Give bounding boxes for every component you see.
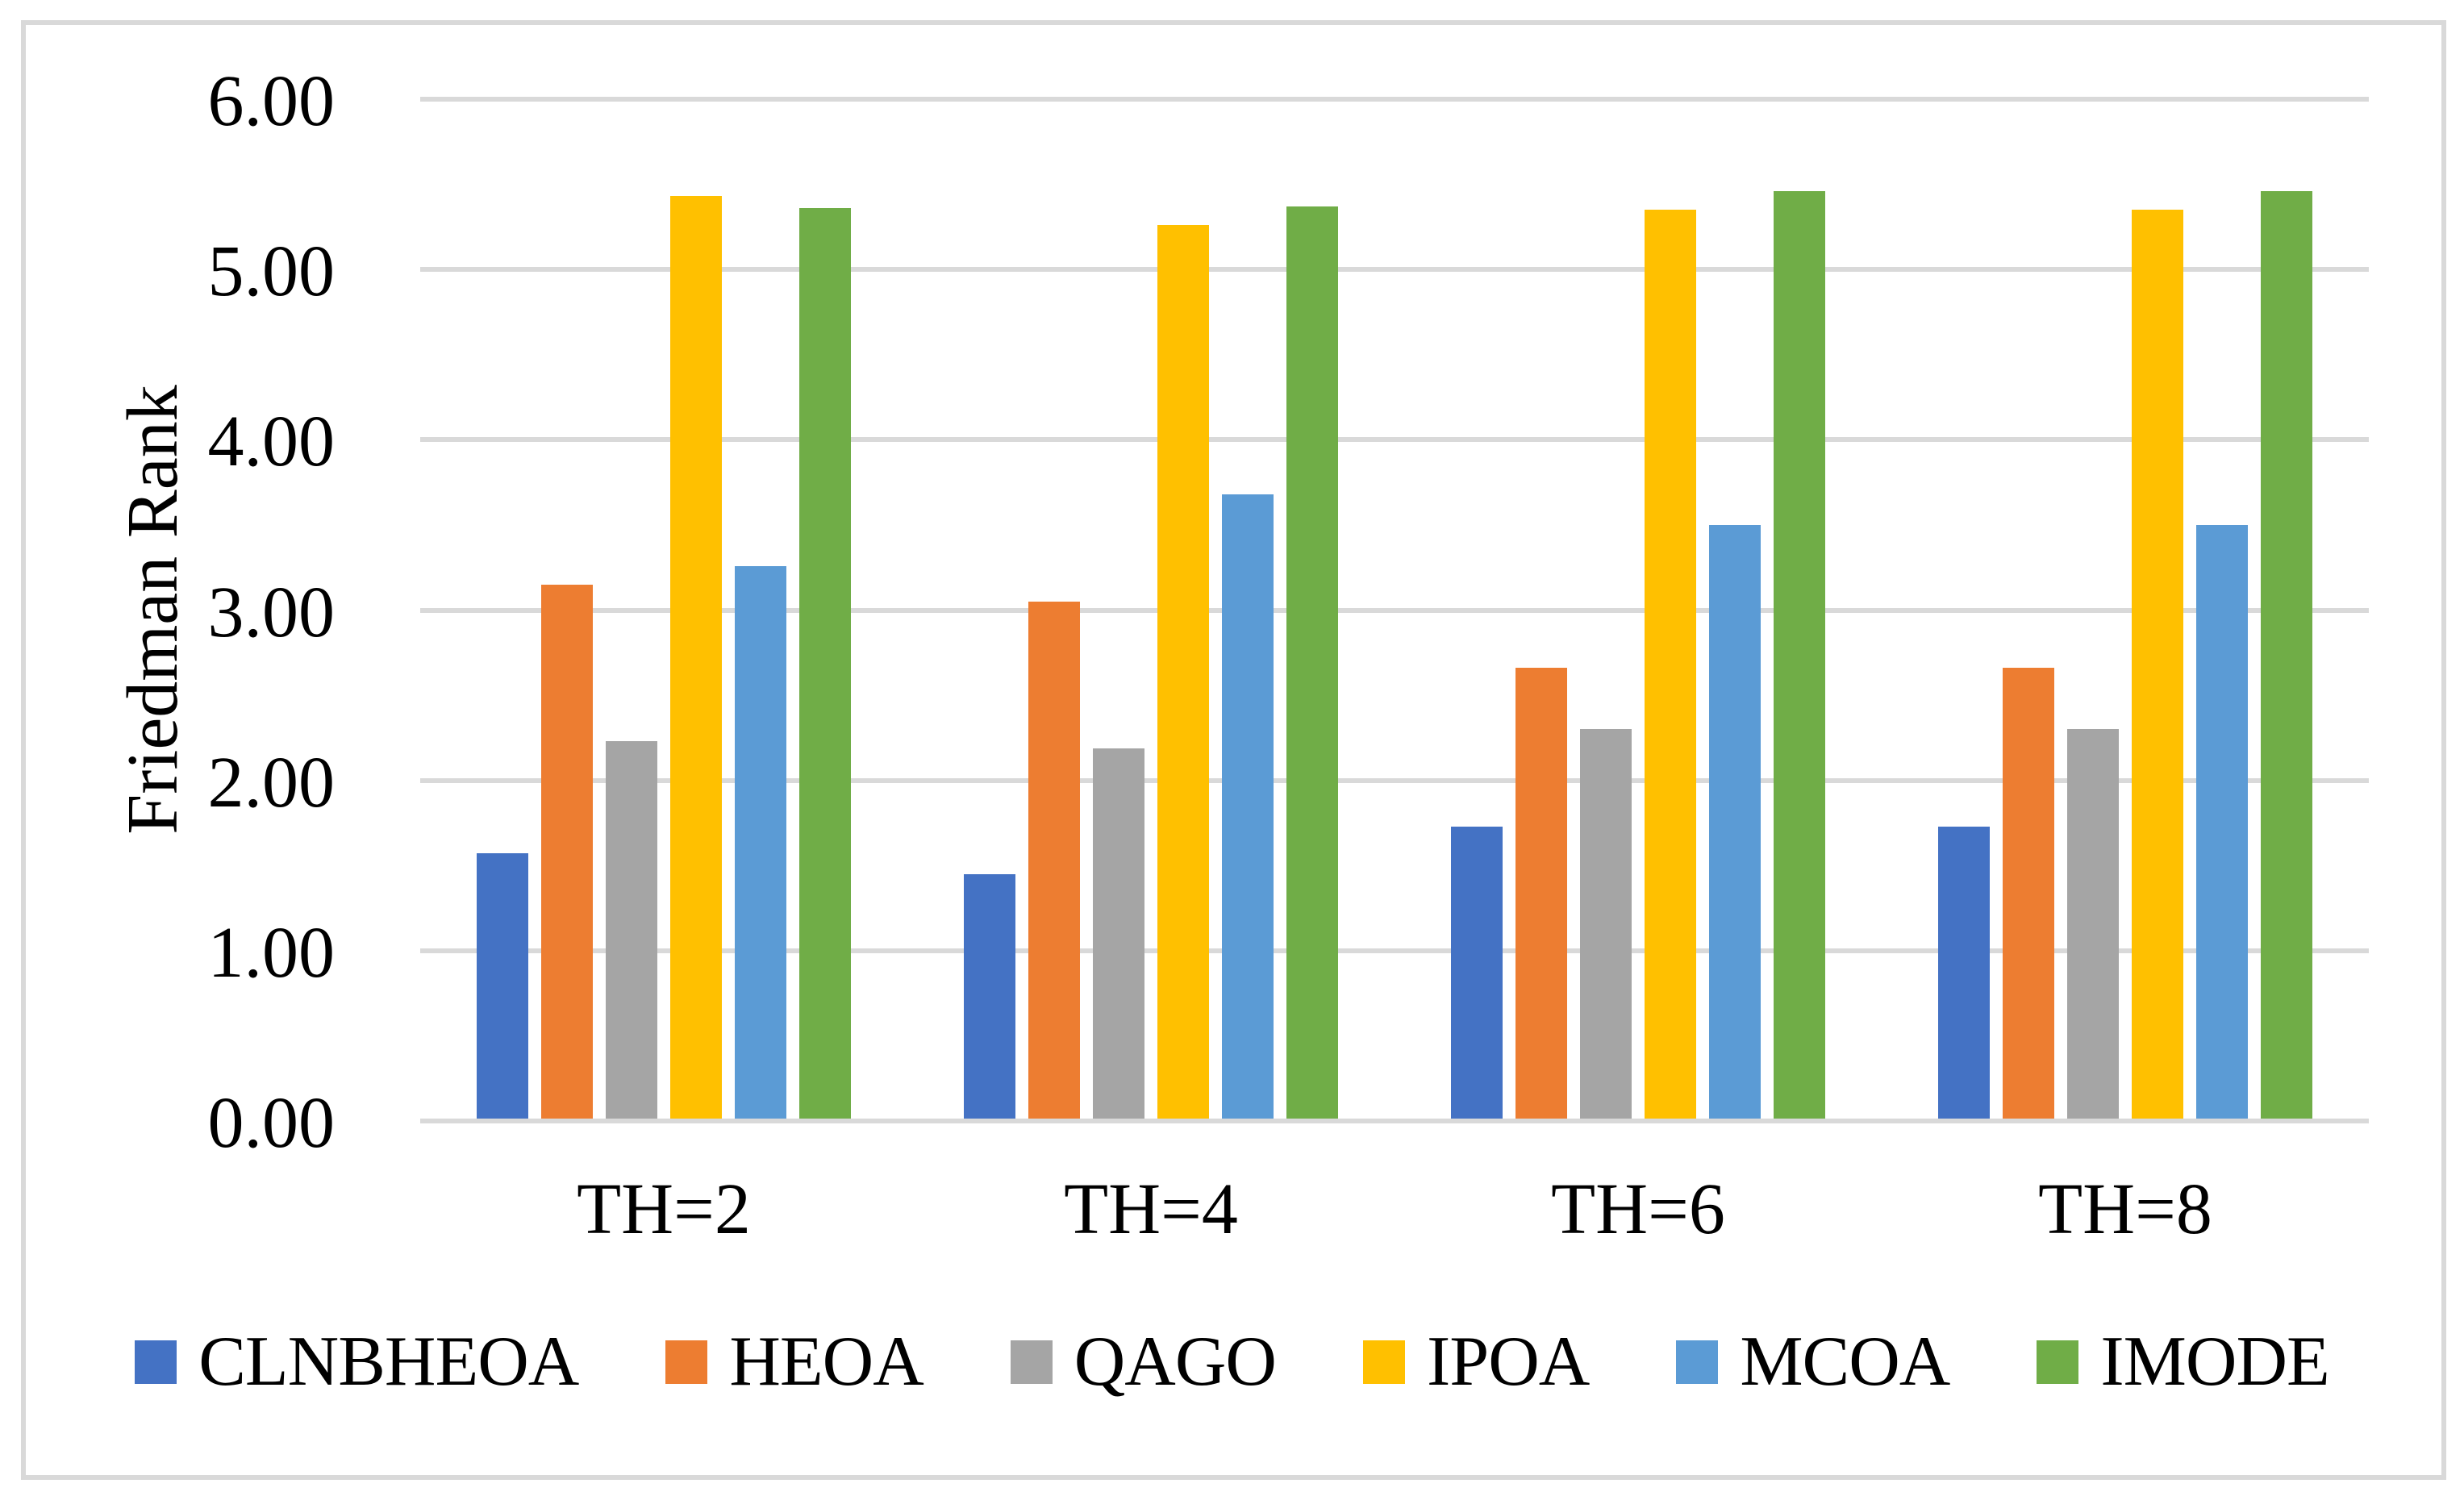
bar-IPOA-TH=4 — [1157, 225, 1209, 1121]
legend-swatch-QAGO — [1010, 1340, 1053, 1384]
x-tick-label-TH=8: TH=8 — [2038, 1169, 2212, 1249]
gridline-2 — [420, 777, 2369, 783]
legend: CLNBHEOA HEOA QAGO IPOA MCOA IMODE — [0, 1327, 2464, 1398]
x-tick-label-TH=2: TH=2 — [577, 1169, 751, 1249]
x-tick-label-TH=6: TH=6 — [1551, 1169, 1725, 1249]
gridline-1 — [420, 948, 2369, 953]
bar-IPOA-TH=8 — [2132, 210, 2183, 1121]
gridline-5 — [420, 267, 2369, 273]
bar-CLNBHEOA-TH=8 — [1938, 826, 1990, 1121]
legend-label-QAGO: QAGO — [1074, 1323, 1277, 1401]
legend-swatch-HEOA — [665, 1340, 708, 1384]
legend-swatch-MCOA — [1676, 1340, 1719, 1384]
legend-item-MCOA: MCOA — [1676, 1323, 1950, 1401]
plot-area — [420, 97, 2369, 1123]
y-tick-label-2.00: 2.00 — [207, 742, 336, 823]
gridline-4 — [420, 437, 2369, 443]
legend-label-IPOA: IPOA — [1426, 1323, 1590, 1401]
y-tick-label-5.00: 5.00 — [207, 231, 336, 312]
bar-CLNBHEOA-TH=2 — [477, 853, 528, 1121]
bar-QAGO-TH=8 — [2067, 729, 2119, 1121]
bar-IPOA-TH=6 — [1645, 210, 1696, 1121]
legend-swatch-IMODE — [2037, 1340, 2079, 1384]
legend-item-IPOA: IPOA — [1362, 1323, 1590, 1401]
bar-IPOA-TH=2 — [670, 196, 722, 1121]
y-tick-label-3.00: 3.00 — [207, 572, 336, 652]
y-tick-label-4.00: 4.00 — [207, 402, 336, 482]
bar-CLNBHEOA-TH=4 — [964, 873, 1015, 1121]
bar-QAGO-TH=6 — [1580, 729, 1632, 1121]
bar-HEOA-TH=4 — [1028, 601, 1080, 1121]
bar-IMODE-TH=2 — [799, 208, 851, 1121]
legend-label-IMODE: IMODE — [2100, 1323, 2329, 1401]
bar-CLNBHEOA-TH=6 — [1451, 826, 1503, 1121]
bar-IMODE-TH=6 — [1774, 191, 1825, 1121]
gridline-3 — [420, 607, 2369, 613]
legend-item-QAGO: QAGO — [1010, 1323, 1277, 1401]
bar-MCOA-TH=6 — [1709, 524, 1761, 1121]
legend-label-HEOA: HEOA — [729, 1323, 923, 1401]
bar-MCOA-TH=8 — [2196, 524, 2248, 1121]
y-tick-label-6.00: 6.00 — [207, 61, 336, 141]
bar-IMODE-TH=8 — [2261, 191, 2312, 1121]
legend-label-CLNBHEOA: CLNBHEOA — [198, 1323, 579, 1401]
bar-HEOA-TH=6 — [1516, 668, 1567, 1121]
bar-MCOA-TH=2 — [735, 565, 786, 1121]
legend-item-IMODE: IMODE — [2037, 1323, 2330, 1401]
x-axis-line — [420, 1119, 2369, 1123]
bar-HEOA-TH=8 — [2003, 668, 2054, 1121]
bar-QAGO-TH=4 — [1093, 748, 1144, 1121]
bar-IMODE-TH=4 — [1286, 206, 1338, 1121]
bar-MCOA-TH=4 — [1222, 494, 1274, 1121]
legend-swatch-IPOA — [1362, 1340, 1405, 1384]
legend-label-MCOA: MCOA — [1740, 1323, 1950, 1401]
legend-item-HEOA: HEOA — [665, 1323, 924, 1401]
bar-HEOA-TH=2 — [541, 584, 593, 1121]
y-tick-label-1.00: 1.00 — [207, 912, 336, 993]
bar-QAGO-TH=2 — [606, 741, 657, 1121]
x-tick-label-TH=4: TH=4 — [1064, 1169, 1238, 1249]
legend-swatch-CLNBHEOA — [135, 1340, 177, 1384]
legend-item-CLNBHEOA: CLNBHEOA — [135, 1323, 579, 1401]
gridline-6 — [420, 97, 2369, 102]
y-tick-label-0.00: 0.00 — [207, 1083, 336, 1163]
